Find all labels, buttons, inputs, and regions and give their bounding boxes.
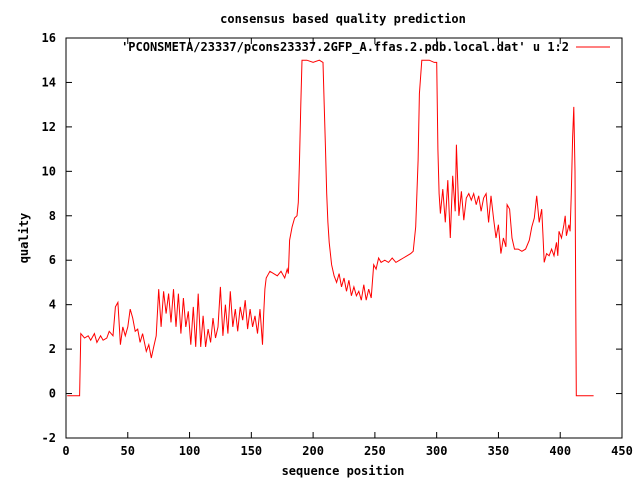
x-tick-label: 350 [488,444,510,458]
chart-title: consensus based quality prediction [220,12,466,26]
x-axis-label: sequence position [282,464,405,478]
y-tick-label: 10 [42,164,56,178]
series-group [67,59,594,397]
x-tick-label: 0 [62,444,69,458]
x-tick-label: 150 [240,444,262,458]
x-tick-label: 250 [364,444,386,458]
legend: 'PCONSMETA/23337/pcons23337.2GFP_A.ffas.… [121,40,610,55]
legend-label: 'PCONSMETA/23337/pcons23337.2GFP_A.ffas.… [121,40,569,55]
y-tick-label: -2 [42,431,56,445]
axis-ticks: 0 50 100 150 200 250 300 350 400 450 -2 0 2 4 6 8 10 12 14… [42,31,633,458]
x-tick-label: 450 [611,444,633,458]
x-tick-label: 200 [302,444,324,458]
y-axis-label: quality [17,213,31,264]
y-tick-label: 2 [49,342,56,356]
plot-frame [65,37,623,439]
y-tick-label: 14 [42,75,56,89]
y-tick-label: 0 [49,387,56,401]
series-line [67,59,594,397]
y-tick-label: 8 [49,209,56,223]
x-tick-label: 100 [179,444,201,458]
y-tick-label: 4 [49,298,56,312]
x-tick-label: 300 [426,444,448,458]
x-tick-label: 50 [121,444,135,458]
y-tick-label: 16 [42,31,56,45]
x-tick-label: 400 [549,444,571,458]
y-tick-label: 6 [49,253,56,267]
y-tick-label: 12 [42,120,56,134]
